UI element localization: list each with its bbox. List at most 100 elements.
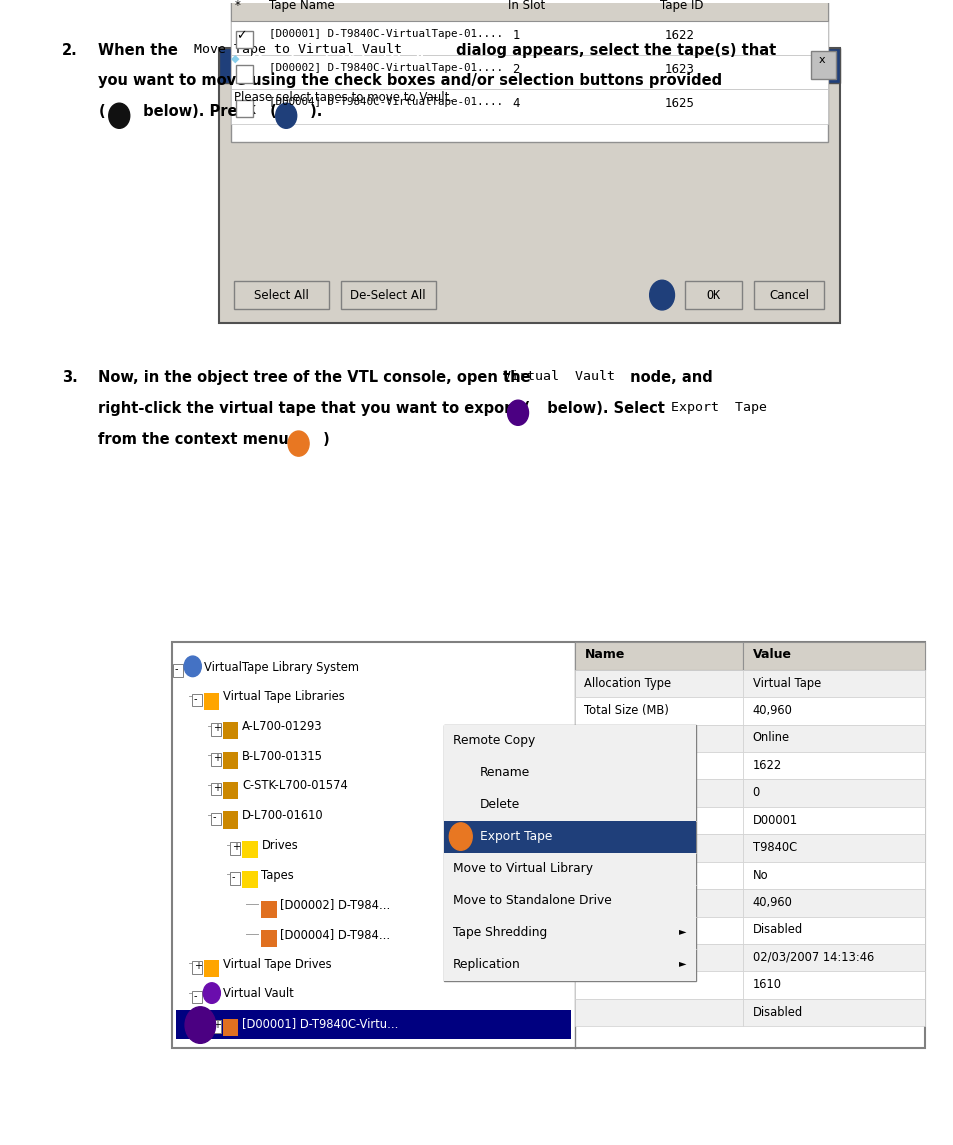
Text: B-L700-01315: B-L700-01315 bbox=[242, 750, 323, 763]
Text: VirtualTape Library System: VirtualTape Library System bbox=[204, 661, 358, 673]
FancyBboxPatch shape bbox=[443, 916, 696, 948]
Text: 2: 2 bbox=[512, 63, 519, 77]
Text: Status: Status bbox=[584, 732, 620, 744]
Text: +: + bbox=[213, 753, 220, 764]
Text: you want to move using the check boxes and/or selection buttons provided: you want to move using the check boxes a… bbox=[98, 73, 721, 88]
Text: Drives: Drives bbox=[261, 839, 298, 852]
Text: D00001: D00001 bbox=[752, 814, 797, 827]
Text: 40,960: 40,960 bbox=[752, 897, 792, 909]
FancyBboxPatch shape bbox=[575, 670, 742, 697]
Text: +: + bbox=[232, 843, 239, 852]
FancyBboxPatch shape bbox=[443, 853, 696, 885]
Text: *: * bbox=[234, 0, 240, 13]
Text: below). Select: below). Select bbox=[537, 402, 669, 417]
FancyBboxPatch shape bbox=[261, 900, 276, 917]
Text: When the: When the bbox=[98, 42, 183, 57]
Text: [D00004] D-T9840C-VirtualTape-01....: [D00004] D-T9840C-VirtualTape-01.... bbox=[269, 97, 502, 108]
Text: Virtual Tape Libraries: Virtual Tape Libraries bbox=[223, 690, 345, 703]
Text: No: No bbox=[752, 869, 767, 882]
Circle shape bbox=[109, 103, 130, 128]
Text: ◆: ◆ bbox=[231, 54, 239, 64]
FancyBboxPatch shape bbox=[235, 65, 253, 82]
Text: D-L700-01610: D-L700-01610 bbox=[242, 810, 324, 822]
Text: -: - bbox=[174, 664, 178, 674]
FancyBboxPatch shape bbox=[235, 100, 253, 117]
FancyBboxPatch shape bbox=[242, 871, 257, 889]
FancyBboxPatch shape bbox=[742, 835, 924, 862]
FancyBboxPatch shape bbox=[443, 757, 696, 789]
Text: 1622: 1622 bbox=[752, 759, 781, 772]
FancyBboxPatch shape bbox=[575, 943, 742, 971]
Text: +: + bbox=[213, 724, 220, 734]
Text: [D00001] D-T9840C-VirtualTape-01....: [D00001] D-T9840C-VirtualTape-01.... bbox=[269, 29, 502, 39]
Circle shape bbox=[288, 431, 309, 456]
FancyBboxPatch shape bbox=[223, 722, 238, 740]
Text: 1623: 1623 bbox=[664, 63, 694, 77]
Text: ).: ). bbox=[305, 104, 322, 119]
FancyBboxPatch shape bbox=[443, 789, 696, 821]
Text: right-click the virtual tape that you want to export (: right-click the virtual tape that you wa… bbox=[98, 402, 530, 417]
Text: x: x bbox=[818, 55, 824, 65]
Text: 1622: 1622 bbox=[664, 29, 694, 42]
FancyBboxPatch shape bbox=[223, 1019, 238, 1036]
Text: [D00004] D-T984…: [D00004] D-T984… bbox=[280, 927, 391, 941]
Text: Cancel: Cancel bbox=[768, 290, 808, 302]
FancyBboxPatch shape bbox=[231, 21, 827, 55]
Text: -: - bbox=[193, 694, 197, 704]
Text: (: ( bbox=[98, 104, 105, 119]
FancyBboxPatch shape bbox=[192, 961, 202, 973]
Text: Virtual  Vault: Virtual Vault bbox=[502, 371, 614, 384]
FancyBboxPatch shape bbox=[575, 697, 742, 725]
Text: Disabled: Disabled bbox=[752, 1005, 802, 1019]
FancyBboxPatch shape bbox=[575, 916, 742, 943]
FancyBboxPatch shape bbox=[575, 807, 742, 835]
Text: [D00001] D-T9840C-Virtu…: [D00001] D-T9840C-Virtu… bbox=[242, 1017, 398, 1030]
FancyBboxPatch shape bbox=[742, 862, 924, 890]
Text: 40,960: 40,960 bbox=[752, 704, 792, 717]
Text: Virtual Tape: Virtual Tape bbox=[752, 677, 821, 689]
Text: Value: Value bbox=[752, 648, 791, 661]
FancyBboxPatch shape bbox=[684, 282, 741, 309]
FancyBboxPatch shape bbox=[742, 998, 924, 1026]
FancyBboxPatch shape bbox=[204, 960, 219, 977]
Circle shape bbox=[449, 823, 472, 851]
Text: De-Select All: De-Select All bbox=[350, 290, 426, 302]
FancyBboxPatch shape bbox=[219, 48, 839, 323]
FancyBboxPatch shape bbox=[204, 693, 219, 710]
Text: node, and: node, and bbox=[624, 371, 712, 386]
FancyBboxPatch shape bbox=[233, 282, 329, 309]
Text: Disabled: Disabled bbox=[752, 923, 802, 937]
FancyBboxPatch shape bbox=[575, 862, 742, 890]
FancyBboxPatch shape bbox=[742, 943, 924, 971]
Text: OK: OK bbox=[706, 290, 720, 302]
FancyBboxPatch shape bbox=[211, 753, 221, 766]
FancyBboxPatch shape bbox=[231, 0, 827, 142]
FancyBboxPatch shape bbox=[242, 842, 257, 859]
FancyBboxPatch shape bbox=[575, 890, 742, 916]
FancyBboxPatch shape bbox=[575, 780, 742, 807]
Text: Tape Shredding: Tape Shredding bbox=[453, 925, 547, 939]
Text: Total Size (MB): Total Size (MB) bbox=[584, 704, 669, 717]
Text: 0: 0 bbox=[752, 787, 760, 799]
Text: Rename: Rename bbox=[479, 766, 530, 779]
Circle shape bbox=[275, 103, 296, 128]
FancyBboxPatch shape bbox=[172, 664, 183, 677]
FancyBboxPatch shape bbox=[223, 782, 238, 799]
FancyBboxPatch shape bbox=[443, 821, 696, 853]
FancyBboxPatch shape bbox=[230, 872, 240, 885]
Text: Select All: Select All bbox=[253, 290, 309, 302]
Text: (: ( bbox=[265, 104, 276, 119]
FancyBboxPatch shape bbox=[742, 807, 924, 835]
FancyBboxPatch shape bbox=[575, 971, 742, 998]
Text: ►: ► bbox=[679, 925, 686, 935]
FancyBboxPatch shape bbox=[742, 725, 924, 752]
Text: Virtual Tape Drives: Virtual Tape Drives bbox=[223, 957, 332, 971]
FancyBboxPatch shape bbox=[211, 783, 221, 796]
FancyBboxPatch shape bbox=[443, 948, 696, 980]
Text: +: + bbox=[193, 961, 201, 971]
FancyBboxPatch shape bbox=[742, 752, 924, 780]
Text: In Slot: In Slot bbox=[507, 0, 544, 13]
Text: dialog appears, select the tape(s) that: dialog appears, select the tape(s) that bbox=[451, 42, 776, 57]
Text: Remote Copy: Remote Copy bbox=[584, 759, 661, 772]
Text: Name: Name bbox=[584, 648, 624, 661]
